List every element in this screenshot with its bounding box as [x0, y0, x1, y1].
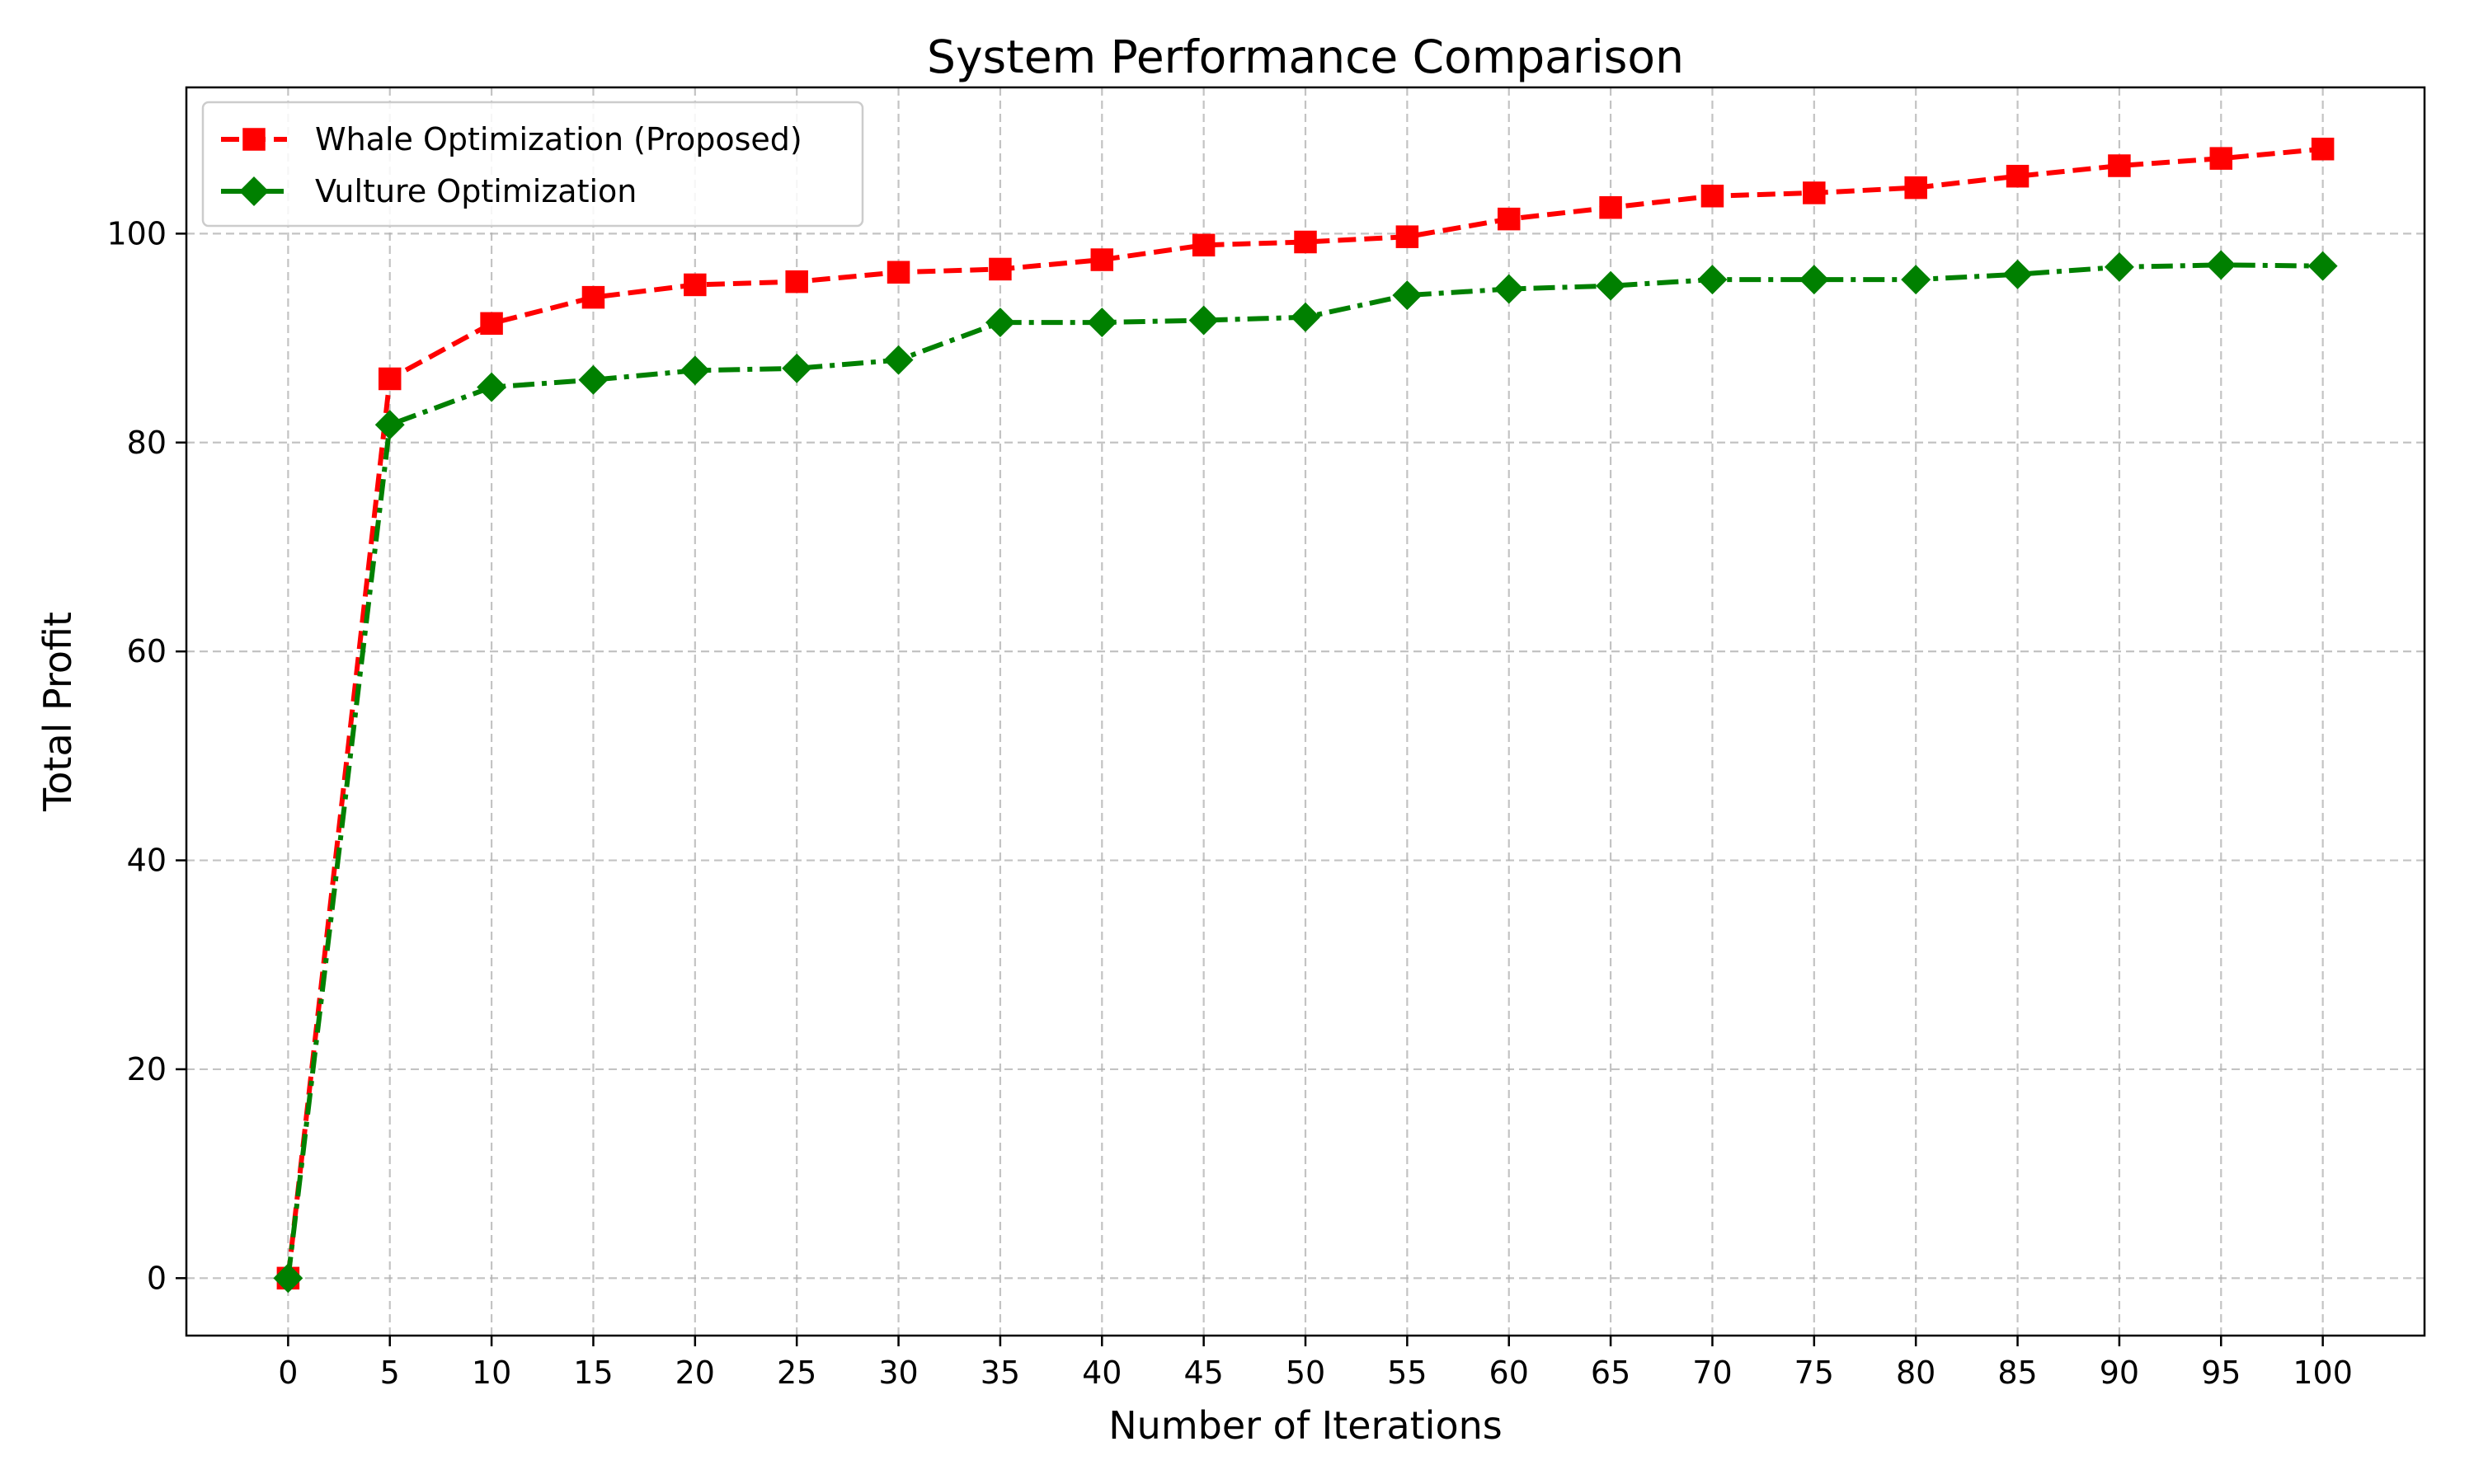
x-tick-label: 60 — [1489, 1355, 1529, 1391]
data-point — [1901, 265, 1931, 295]
x-tick-label: 30 — [878, 1355, 918, 1391]
x-tick-label: 15 — [573, 1355, 613, 1391]
data-point — [883, 345, 914, 375]
x-tick-label: 65 — [1591, 1355, 1630, 1391]
series-2 — [273, 250, 2338, 1294]
series-line — [285, 146, 2323, 1279]
y-axis-label: Total Profit — [35, 612, 80, 812]
x-tick-label: 100 — [2293, 1355, 2353, 1391]
data-point — [985, 308, 1015, 338]
data-point — [1192, 233, 1216, 257]
data-point — [785, 270, 808, 294]
grid — [186, 87, 2425, 1336]
data-point — [2311, 137, 2335, 161]
data-point — [2209, 147, 2233, 170]
x-tick-label: 85 — [1997, 1355, 2037, 1391]
x-tick-label: 10 — [472, 1355, 511, 1391]
data-point — [2307, 251, 2338, 281]
data-point — [581, 285, 605, 309]
data-point — [684, 273, 707, 297]
x-axis-label: Number of Iterations — [1108, 1403, 1502, 1448]
data-point — [680, 355, 710, 386]
x-tick-label: 50 — [1286, 1355, 1325, 1391]
x-tick-label: 35 — [981, 1355, 1020, 1391]
data-point — [374, 410, 405, 440]
x-tick-label: 95 — [2201, 1355, 2241, 1391]
legend-marker — [242, 128, 266, 151]
data-point — [1090, 248, 1114, 271]
data-point — [782, 353, 812, 383]
x-tick-label: 75 — [1794, 1355, 1834, 1391]
y-tick-label: 60 — [127, 633, 167, 669]
y-tick-label: 20 — [127, 1051, 167, 1087]
x-tick-label: 55 — [1387, 1355, 1427, 1391]
data-point — [1599, 195, 1622, 219]
data-point — [578, 364, 609, 395]
data-point — [1803, 181, 1826, 204]
x-tick-label: 70 — [1692, 1355, 1732, 1391]
data-point — [1904, 176, 1927, 200]
data-point — [1493, 274, 1524, 304]
x-tick-label: 25 — [777, 1355, 816, 1391]
data-point — [2108, 154, 2131, 177]
x-tick-label: 45 — [1183, 1355, 1223, 1391]
data-point — [378, 367, 402, 391]
data-point — [480, 312, 503, 336]
legend-box — [201, 101, 864, 228]
y-tick-label: 0 — [147, 1260, 167, 1296]
data-point — [1294, 230, 1317, 254]
y-tick-label: 40 — [127, 843, 167, 879]
legend-label: Vulture Optimization — [315, 173, 637, 209]
data-point — [989, 257, 1012, 281]
data-point — [1497, 207, 1521, 231]
data-point — [2002, 259, 2033, 289]
data-point — [887, 261, 910, 284]
x-tick-label: 0 — [278, 1355, 298, 1391]
ticks: 0 5 10 15 20 25 30 35 40 45 50 55 60 65 70 75 80 85 90 95 10… — [106, 215, 2352, 1391]
chart-title: System Performance Comparison — [927, 31, 1684, 83]
data-point — [273, 1263, 303, 1294]
x-tick-label: 5 — [380, 1355, 400, 1391]
y-tick-label: 80 — [127, 425, 167, 461]
data-point — [1291, 302, 1320, 332]
data-point — [1087, 308, 1117, 338]
data-point — [1697, 265, 1728, 295]
data-point — [2104, 251, 2134, 282]
data-point — [1596, 270, 1626, 301]
x-tick-label: 80 — [1896, 1355, 1935, 1391]
data-point — [1392, 280, 1423, 311]
x-tick-label: 20 — [675, 1355, 715, 1391]
data-point — [1700, 185, 1724, 208]
x-tick-label: 90 — [2100, 1355, 2139, 1391]
data-point — [1799, 265, 1829, 295]
series-layer — [273, 137, 2338, 1294]
data-point — [1188, 305, 1219, 336]
x-tick-label: 40 — [1082, 1355, 1122, 1391]
legend-label: Whale Optimization (Proposed) — [315, 121, 802, 157]
data-point — [2206, 250, 2236, 280]
legend: Whale Optimization (Proposed) Vulture Opt… — [201, 101, 864, 228]
data-point — [1395, 225, 1419, 248]
series-1 — [276, 137, 2335, 1290]
legend-marker — [239, 176, 269, 206]
y-tick-label: 100 — [106, 215, 167, 251]
data-point — [477, 372, 507, 402]
data-point — [2006, 164, 2030, 188]
